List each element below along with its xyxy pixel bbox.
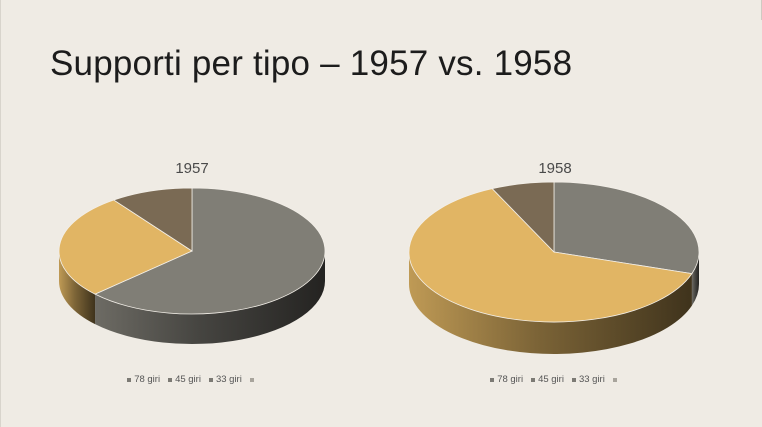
legend-swatch	[531, 377, 536, 382]
chart-title: 1957	[175, 160, 209, 177]
legend-label: 33 giri	[215, 374, 242, 385]
legend-item	[612, 374, 620, 385]
legend-label: 33 giri	[578, 374, 605, 385]
legend-item: 78 giri	[127, 374, 160, 385]
pie-slice-78-giri	[94, 187, 326, 315]
legend-swatch	[571, 377, 576, 382]
pie-slice-33-giri	[112, 187, 193, 252]
pie-chart-svg	[58, 187, 326, 344]
legend-swatch	[208, 377, 213, 382]
pie-slice-33-giri	[491, 181, 555, 253]
pie-slice-side	[691, 252, 699, 306]
legend-swatch	[127, 377, 132, 382]
pie-chart-1957: 1957 78 giri 45 giri 33 giri	[42, 150, 342, 400]
legend-label: 78 giri	[497, 374, 524, 385]
legend-label: 45 giri	[175, 374, 201, 385]
pie-chart-svg	[408, 181, 700, 354]
chart-legend: 78 giri 45 giri 33 giri	[42, 374, 342, 385]
legend-item: 78 giri	[490, 374, 523, 385]
legend-swatch	[612, 377, 617, 382]
legend-item: 45 giri	[531, 374, 564, 385]
legend-label: 78 giri	[134, 374, 161, 385]
legend-item	[249, 374, 257, 385]
legend-swatch	[168, 377, 173, 382]
chart-title: 1958	[538, 160, 572, 177]
pie-slice-side	[95, 251, 325, 344]
pie-slice-side	[409, 252, 692, 354]
pie-slice-45-giri	[408, 188, 693, 323]
slide-frame-edge	[0, 0, 1, 427]
legend-item: 33 giri	[208, 374, 242, 385]
legend-item: 33 giri	[571, 374, 605, 385]
pie-slice-45-giri	[58, 199, 193, 295]
legend-swatch	[249, 377, 254, 382]
legend-label: 45 giri	[538, 374, 564, 385]
pie-chart-1958: 1958 78 giri 45 giri 33 giri	[405, 150, 705, 400]
slide-title: Supporti per tipo – 1957 vs. 1958	[50, 44, 573, 83]
pie-slice-78-giri	[553, 181, 700, 275]
legend-item: 45 giri	[168, 374, 201, 385]
pie-slice-side	[59, 251, 96, 325]
chart-legend: 78 giri 45 giri 33 giri	[405, 374, 705, 385]
legend-swatch	[490, 377, 495, 382]
